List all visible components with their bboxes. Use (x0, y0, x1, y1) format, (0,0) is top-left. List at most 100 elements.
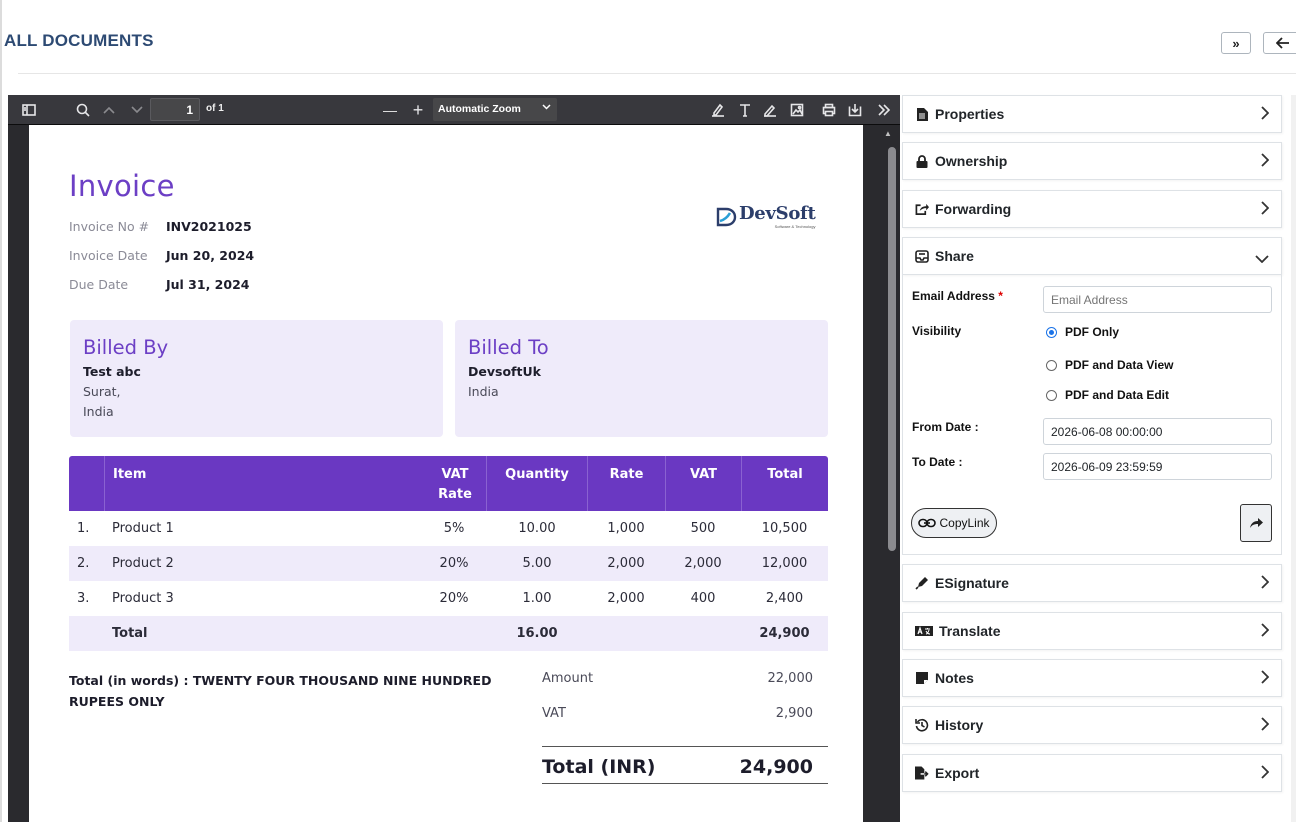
devsoft-logo-icon (716, 207, 737, 227)
translate-icon (915, 624, 933, 638)
back-button[interactable] (1263, 32, 1296, 54)
from-date-field[interactable]: 2026-06-08 00:00:00 (1043, 418, 1272, 445)
radio-label: PDF Only (1065, 325, 1120, 339)
expand-button[interactable]: » (1221, 32, 1251, 54)
print-icon[interactable] (819, 95, 839, 125)
billed-by-name: Test abc (83, 364, 141, 379)
accordion-export[interactable]: Export (902, 754, 1282, 792)
row-total: 12,000 (761, 556, 808, 571)
invoice-title: Invoice (69, 169, 175, 203)
page-count: of 1 (206, 103, 224, 114)
draw-icon[interactable] (760, 95, 780, 125)
billed-by-line: Surat, (83, 384, 121, 399)
invoice-date-value: Jun 20, 2024 (166, 248, 255, 263)
accordion-esignature[interactable]: ESignature (902, 564, 1282, 602)
billed-by-line: India (83, 404, 114, 419)
row-quantity: 5.00 (522, 556, 552, 571)
billed-to-title: Billed To (468, 336, 549, 359)
forward-share-icon (915, 202, 929, 216)
lock-icon (915, 154, 929, 168)
link-icon (918, 518, 937, 528)
grand-total-value: 24,900 (739, 756, 813, 778)
logo-tagline: Software & Technology (774, 224, 816, 229)
accordion-ownership[interactable]: Ownership (902, 142, 1282, 180)
radio-label: PDF and Data View (1065, 358, 1174, 372)
chevron-right-icon (1261, 623, 1270, 642)
highlight-icon[interactable] (708, 95, 728, 125)
viewer-scroll-thumb[interactable] (888, 147, 896, 551)
sidebar-toggle-icon[interactable] (18, 95, 40, 125)
due-date-label: Due Date (69, 277, 129, 292)
visibility-option-pdf-only[interactable]: PDF Only (1046, 325, 1119, 339)
row-quantity: 1.00 (522, 591, 552, 606)
chevron-right-icon (1261, 153, 1270, 172)
copy-link-button[interactable]: CopyLink (911, 508, 997, 538)
row-number: 3. (77, 591, 90, 606)
zoom-in-button[interactable]: + (412, 99, 424, 120)
document-page: Invoice Invoice No # INV2021025 Invoice … (29, 125, 863, 822)
total-row-quantity: 16.00 (516, 626, 558, 641)
next-page-icon[interactable] (126, 95, 148, 125)
chevron-right-icon (1261, 717, 1270, 736)
visibility-option-data-view[interactable]: PDF and Data View (1046, 358, 1173, 372)
window-edge (0, 0, 2, 822)
share-label: Share (935, 248, 974, 264)
email-field[interactable] (1043, 286, 1272, 313)
company-logo: DevSoft Software & Technology (715, 205, 816, 229)
row-vat: 500 (690, 521, 716, 536)
accordion-notes[interactable]: Notes (902, 659, 1282, 697)
row-rate: 1,000 (607, 521, 645, 536)
share-send-button[interactable] (1240, 504, 1272, 542)
row-item: Product 1 (112, 521, 174, 536)
copy-link-label: CopyLink (939, 516, 990, 530)
invoice-no-value: INV2021025 (166, 219, 252, 234)
row-vat: 2,000 (684, 556, 722, 571)
visibility-option-data-edit[interactable]: PDF and Data Edit (1046, 388, 1169, 402)
total-row-total: 24,900 (759, 626, 810, 641)
page-number-input[interactable]: 1 (150, 98, 200, 121)
billed-by-card: Billed By Test abc Surat, India (70, 320, 443, 437)
scroll-up-icon[interactable]: ▲ (884, 129, 892, 138)
previous-page-icon[interactable] (98, 95, 120, 125)
chevron-right-icon (1261, 106, 1270, 125)
translate-label: Translate (939, 623, 1001, 639)
row-number: 1. (77, 521, 90, 536)
row-vat-rate: 20% (439, 591, 469, 606)
row-vat-rate: 5% (443, 521, 465, 536)
accordion-translate[interactable]: Translate (902, 612, 1282, 650)
row-item: Product 3 (112, 591, 174, 606)
row-total: 10,500 (761, 521, 808, 536)
billed-to-name: DevsoftUk (468, 364, 541, 379)
to-date-field[interactable]: 2026-06-09 23:59:59 (1043, 453, 1272, 480)
panel-scrollbar[interactable] (1291, 95, 1296, 822)
accordion-share[interactable]: Share (902, 237, 1282, 275)
column-header-rate: Rate (587, 456, 665, 511)
chevron-down-icon (542, 102, 551, 113)
zoom-out-button[interactable]: — (383, 102, 397, 118)
download-icon[interactable] (845, 95, 865, 125)
search-icon[interactable] (72, 95, 94, 125)
row-item: Product 2 (112, 556, 174, 571)
arrow-left-icon (1276, 37, 1289, 49)
invoice-no-label: Invoice No # (69, 219, 150, 234)
accordion-forwarding[interactable]: Forwarding (902, 190, 1282, 228)
radio-icon (1046, 359, 1057, 371)
row-total: 2,400 (765, 591, 804, 606)
vat-label: VAT (542, 706, 566, 721)
visibility-label: Visibility (912, 324, 962, 338)
zoom-select[interactable]: Automatic Zoom (433, 98, 557, 121)
notes-label: Notes (935, 670, 974, 686)
image-icon[interactable] (787, 95, 807, 125)
radio-label: PDF and Data Edit (1065, 388, 1170, 402)
accordion-properties[interactable]: Properties (902, 95, 1282, 133)
summary-divider (542, 783, 828, 784)
row-rate: 2,000 (607, 556, 645, 571)
more-tools-icon[interactable] (874, 95, 894, 125)
email-label-text: Email Address (912, 289, 995, 303)
row-vat: 400 (690, 591, 716, 606)
accordion-history[interactable]: History (902, 706, 1282, 744)
export-label: Export (935, 765, 980, 781)
text-icon[interactable] (735, 95, 755, 125)
grand-total-label: Total (INR) (542, 756, 656, 778)
zoom-select-value: Automatic Zoom (438, 103, 521, 115)
